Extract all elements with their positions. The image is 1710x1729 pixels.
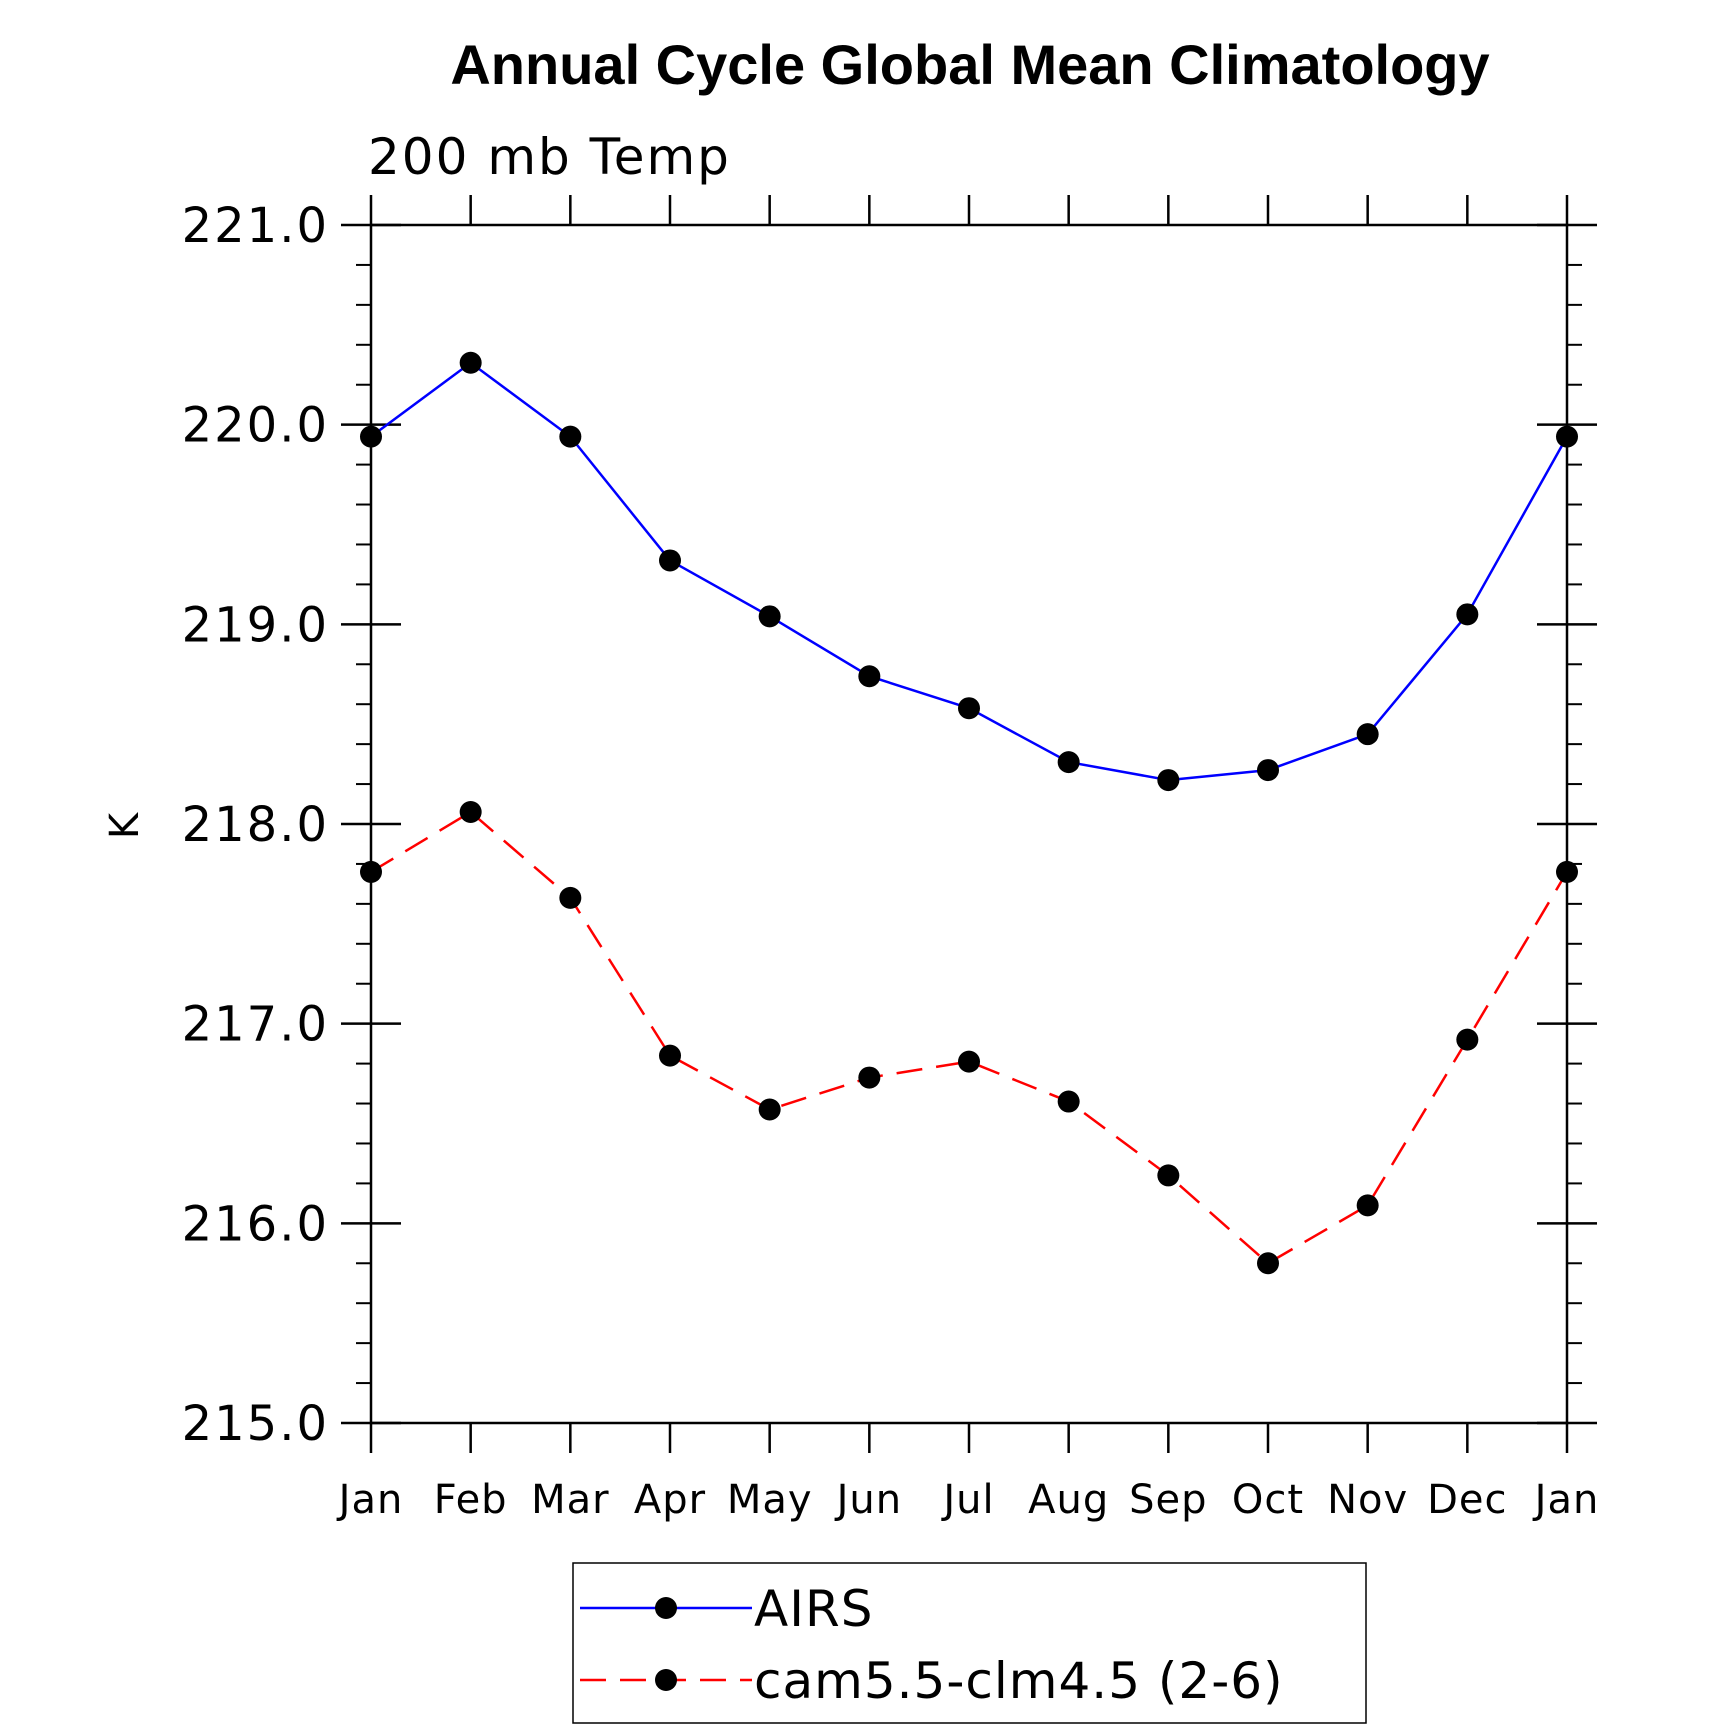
data-point: [758, 605, 781, 628]
data-point: [559, 886, 582, 909]
data-point: [958, 1050, 980, 1073]
data-point: [1556, 425, 1578, 448]
x-tick-label: Sep: [1129, 1477, 1207, 1523]
x-tick-label: Jun: [834, 1477, 903, 1523]
data-point: [360, 425, 382, 448]
data-point: [1057, 1090, 1080, 1113]
data-point: [1456, 603, 1479, 626]
x-tick-label: Nov: [1327, 1477, 1408, 1523]
x-tick-labels: Jan Feb Mar Apr May Jun Jul Aug Sep Oct Nov Dec Jan: [336, 1477, 1600, 1523]
data-point: [659, 1044, 681, 1067]
data-point: [1356, 1194, 1379, 1217]
data-point: [1356, 723, 1379, 746]
data-point: [1257, 1252, 1279, 1275]
x-tick-label: Jul: [940, 1477, 994, 1523]
x-tick-label: Mar: [531, 1477, 609, 1523]
x-tick-label: Aug: [1028, 1477, 1109, 1523]
x-tick-label: Apr: [634, 1477, 706, 1523]
legend: AIRS cam5.5-clm4.5 (2-6): [572, 1562, 1367, 1724]
chart-title: Annual Cycle Global Mean Climatology: [450, 33, 1489, 96]
data-point: [659, 549, 681, 572]
data-point: [1257, 759, 1279, 782]
y-axis-label: K: [102, 811, 148, 839]
data-point: [1157, 1164, 1180, 1187]
legend-marker-airs: [655, 1597, 677, 1619]
legend-label-airs: AIRS: [754, 1580, 873, 1638]
data-point: [858, 665, 881, 688]
data-point: [758, 1098, 781, 1121]
chart-subtitle: 200 mb Temp: [368, 128, 731, 186]
data-point: [1057, 751, 1080, 774]
series-line-1: [370, 810, 1569, 1265]
data-point: [1556, 860, 1578, 883]
plot-frame: [369, 223, 1569, 1425]
y-tick-label: 219.0: [182, 597, 329, 653]
y-tick-label: 216.0: [182, 1196, 329, 1252]
x-tick-label: Feb: [434, 1477, 508, 1523]
x-tick-label: Jan: [1532, 1477, 1600, 1523]
y-tick-labels: 215.0 216.0 217.0 218.0 219.0 220.0 221.0: [182, 198, 329, 1452]
data-point: [858, 1066, 881, 1089]
axis-ticks: [341, 195, 1597, 1453]
data-point: [1157, 769, 1180, 792]
y-tick-label: 218.0: [182, 797, 329, 853]
legend-label-cam: cam5.5-clm4.5 (2-6): [754, 1652, 1284, 1710]
data-point: [1456, 1028, 1479, 1051]
legend-marker-cam: [655, 1669, 677, 1691]
data-point: [958, 697, 980, 720]
y-tick-label: 221.0: [182, 198, 329, 254]
x-tick-label: Dec: [1427, 1477, 1507, 1523]
x-tick-label: Jan: [336, 1477, 404, 1523]
x-tick-label: May: [727, 1477, 813, 1523]
y-tick-label: 215.0: [182, 1396, 329, 1452]
legend-box: [572, 1562, 1367, 1724]
data-point: [459, 351, 482, 374]
x-tick-label: Oct: [1232, 1477, 1304, 1523]
data-point: [559, 425, 582, 448]
data-point: [459, 801, 482, 824]
y-tick-label: 220.0: [182, 398, 329, 454]
series-layer: [360, 351, 1578, 1275]
data-point: [360, 860, 382, 883]
y-tick-label: 217.0: [182, 997, 329, 1053]
